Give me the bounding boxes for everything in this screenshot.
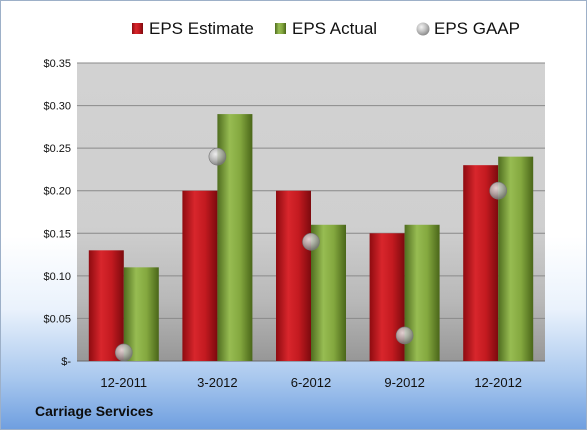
eps-gaap-point (208, 147, 227, 166)
y-tick-label: $- (61, 356, 71, 368)
eps-gaap-point (115, 343, 133, 362)
legend-swatch (132, 23, 143, 34)
x-axis-labels: 12-2011 3-2012 6-2012 9-2012 12-2012 (100, 375, 522, 390)
y-tick-label: $0.35 (43, 58, 71, 70)
x-tick-label: 12-2011 (100, 375, 147, 390)
y-tick-label: $0.15 (43, 228, 71, 240)
y-tick-label: $0.30 (43, 101, 71, 113)
legend-label: EPS Estimate (149, 19, 254, 38)
x-tick-label: 6-2012 (291, 375, 331, 390)
company-name: Carriage Services (35, 403, 154, 419)
y-axis-labels: $- $0.05 $0.10 $0.15 $0.20 $0.25 $0.30 $0.35 (43, 58, 71, 368)
eps-gaap-point (302, 233, 320, 251)
eps-estimate-bar (182, 190, 218, 361)
eps-estimate-bar (463, 165, 499, 361)
x-tick-label: 3-2012 (197, 375, 237, 390)
eps-gaap-point (395, 326, 414, 345)
eps-actual-bar (123, 267, 159, 361)
x-tick-label: 9-2012 (384, 375, 424, 390)
bars (88, 114, 534, 361)
gaap-points (115, 147, 508, 362)
x-tick-label: 12-2012 (474, 375, 522, 390)
y-tick-label: $0.25 (43, 143, 71, 155)
y-tick-label: $0.20 (43, 186, 71, 198)
eps-gaap-point (489, 181, 508, 200)
legend-label: EPS GAAP (434, 19, 520, 38)
legend-swatch (416, 22, 430, 36)
y-tick-label: $0.10 (43, 271, 71, 283)
legend: EPS Estimate EPS Actual EPS GAAP (132, 19, 520, 38)
eps-estimate-bar (276, 190, 311, 361)
legend-swatch (275, 23, 286, 34)
eps-estimate-bar (88, 250, 124, 361)
y-tick-label: $0.05 (43, 313, 71, 325)
legend-label: EPS Actual (292, 19, 377, 38)
